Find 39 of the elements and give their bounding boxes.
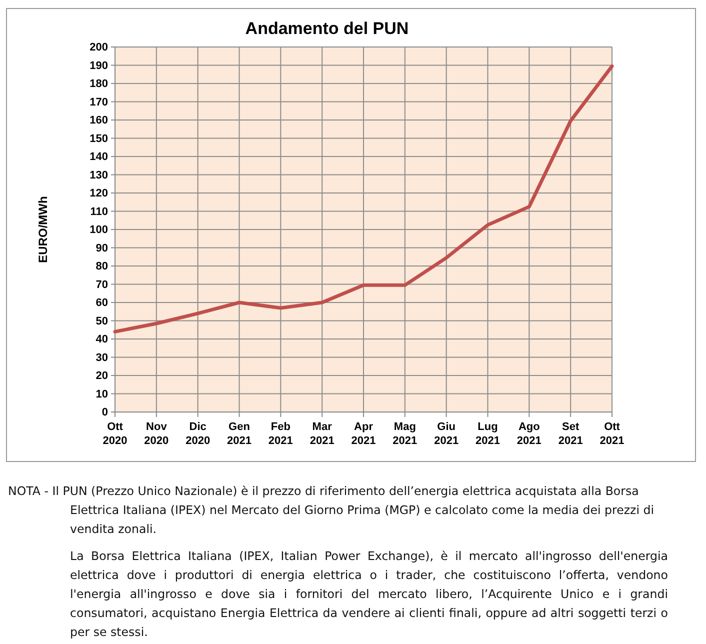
y-tick-label: 130 xyxy=(90,169,108,182)
y-tick-label: 80 xyxy=(96,260,108,273)
y-tick-label: 100 xyxy=(90,224,108,236)
chart-title: Andamento del PUN xyxy=(245,19,409,38)
x-tick-label: Mag 2021 xyxy=(392,420,418,448)
x-tick-label: Gen 2021 xyxy=(227,420,252,448)
x-tick-label: Feb 2021 xyxy=(268,420,293,448)
y-tick-label: 160 xyxy=(90,114,108,127)
x-tick-label: Giu 2021 xyxy=(434,420,459,448)
y-tick-label: 110 xyxy=(90,206,108,218)
x-tick-label: Apr 2021 xyxy=(351,420,376,448)
x-tick-label: Ott 2021 xyxy=(600,420,624,448)
y-tick-label: 170 xyxy=(90,96,108,108)
x-tick-label: Dic 2020 xyxy=(186,420,210,448)
x-tick-label: Ott 2020 xyxy=(102,420,128,448)
y-tick-label: 120 xyxy=(90,188,108,200)
y-tick-label: 20 xyxy=(96,370,108,382)
line-series xyxy=(113,64,614,334)
x-tick-label: Mar 2021 xyxy=(310,420,334,448)
text: NOTA - Il PUN (Prezzo Unico Nazionale) è il prezzo di riferimento dell’energia elettrica acquistata alla Borsa Elettrica Italiana (IPEX) nel Mercato del Giorno Prima (MGP) e calcolato come la media dei prezzi di vendita zonali. xyxy=(8,483,656,538)
y-tick-label: 50 xyxy=(96,315,108,328)
x-tick-label: Ago 2021 xyxy=(516,420,542,448)
y-tick-label: 0 xyxy=(102,406,108,419)
y-tick-label: 70 xyxy=(96,278,108,291)
y-tick-label: 190 xyxy=(90,60,108,72)
y-tick-label: 180 xyxy=(90,78,108,90)
y-tick-label: 10 xyxy=(96,388,108,400)
y-tick-label: 150 xyxy=(90,132,108,145)
x-tick-label: Set 2021 xyxy=(558,420,583,448)
text: La Borsa Elettrica Italiana (IPEX, Italian Power Exchange), è il mercato all'ingrosso dell'energia elettrica dove i produttori di energia elettrica o i trader, che costituiscono l’offerta, vendono l'energia all'ingrosso e dove sia i fornitori del mercato libero, l’Acquirente Unico e i grandi consumatori, acquistano Energia Elettrica da vendere ai clienti finali, oppure ad altri soggetti terzi o per se stessi. xyxy=(69,548,668,641)
y-axis-title: EURO/MWh xyxy=(36,196,50,263)
y-tick-label: 140 xyxy=(90,151,108,164)
y-tick-label: 30 xyxy=(96,352,108,364)
y-tick-label: 90 xyxy=(96,242,108,254)
y-tick-label: 40 xyxy=(96,334,108,346)
y-tick-label: 200 xyxy=(90,42,108,54)
x-tick-label: Lug 2021 xyxy=(476,420,500,448)
y-tick-label: 60 xyxy=(96,297,108,310)
x-tick-label: Nov 2020 xyxy=(144,420,169,448)
